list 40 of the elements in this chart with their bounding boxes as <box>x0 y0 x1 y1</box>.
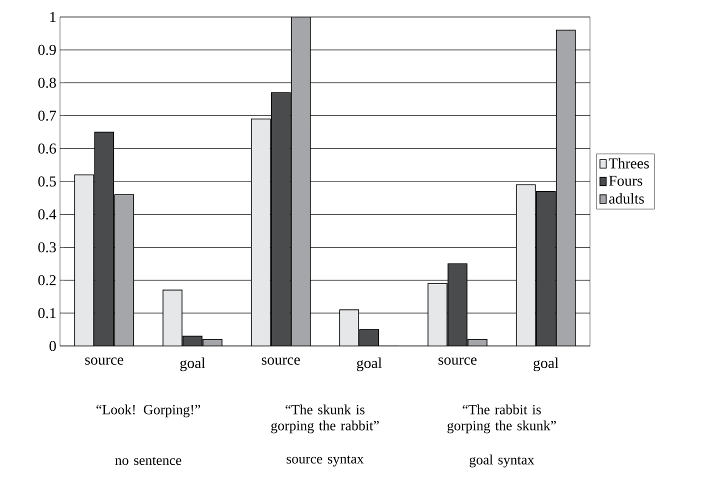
y-tick-label: 0.5 <box>38 176 56 187</box>
bar <box>291 16 310 346</box>
bar <box>114 194 134 346</box>
bar <box>360 330 379 346</box>
y-tick-label: 0.9 <box>38 44 56 55</box>
y-tick-label: 0.3 <box>38 242 56 252</box>
bar <box>536 190 556 346</box>
y-tick-label: 0 <box>50 340 56 352</box>
bar <box>251 118 270 346</box>
bar <box>556 30 576 346</box>
bar <box>271 92 290 346</box>
x-tick-label: source <box>438 358 477 365</box>
x-tick-label: goal <box>180 358 206 372</box>
x-tick-label: source <box>262 358 300 365</box>
bar <box>94 132 114 346</box>
y-tick-label: 0.7 <box>38 110 56 121</box>
text: no sentence <box>115 456 182 465</box>
text: “Look! Gorping!” <box>96 404 200 418</box>
legend-label: adults <box>609 193 644 204</box>
y-tick-label: 1 <box>50 12 56 22</box>
x-tick-label: goal <box>534 358 558 372</box>
legend-label: Fours <box>609 176 642 186</box>
bar <box>340 310 359 346</box>
bar <box>428 283 448 346</box>
bar <box>163 290 182 346</box>
bar <box>516 184 536 346</box>
x-tick-label: source <box>85 358 124 365</box>
y-tick-label: 0.1 <box>38 308 56 318</box>
source-note: source syntax <box>286 456 364 466</box>
text: “The rabbit is gorping the skunk” <box>447 404 556 434</box>
legend-label: Threes <box>608 158 649 168</box>
y-tick-label: 0.8 <box>38 78 56 88</box>
y-tick-label: 0.4 <box>38 209 56 220</box>
bar <box>74 174 94 346</box>
y-tick-label: 0.2 <box>38 275 56 286</box>
text: goal syntax <box>470 454 534 468</box>
bar <box>448 264 467 346</box>
text: “The skunk is gorping the rabbit” <box>271 404 379 434</box>
x-tick-label: goal <box>356 358 382 372</box>
y-tick-label: 0.6 <box>38 143 56 154</box>
